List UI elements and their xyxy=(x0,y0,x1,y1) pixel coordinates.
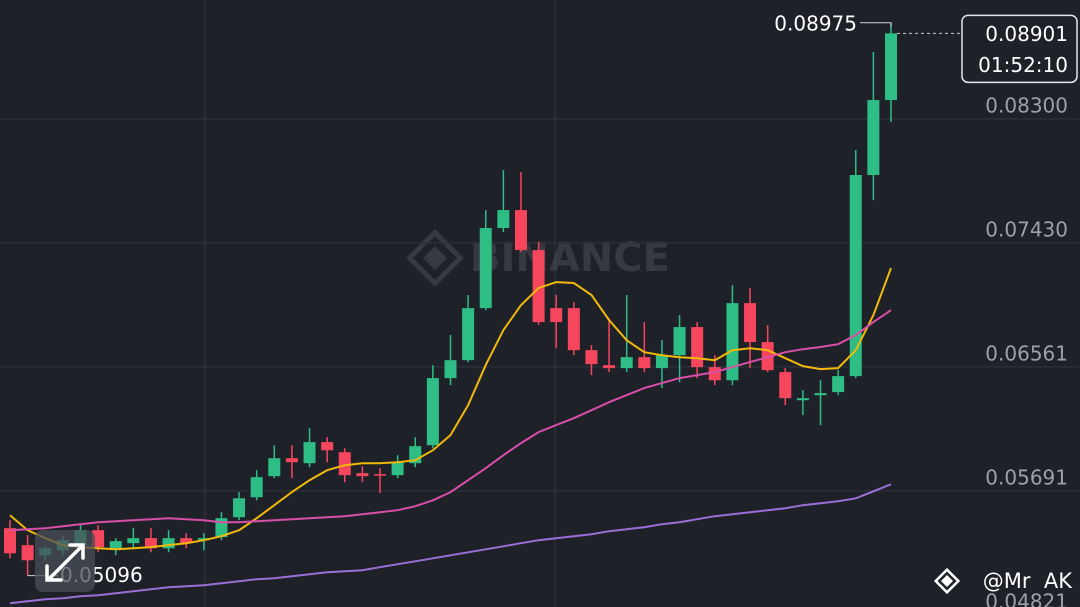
candle-body xyxy=(197,538,210,541)
candle-body xyxy=(603,365,616,369)
candle-body xyxy=(4,528,16,554)
candle-body xyxy=(585,350,598,365)
candle-body xyxy=(532,250,545,323)
candle-body xyxy=(497,210,510,229)
candle-body xyxy=(550,308,563,323)
candle-body xyxy=(885,33,897,101)
candle-body xyxy=(779,372,792,399)
candle-body xyxy=(444,360,457,379)
candle-body xyxy=(832,376,845,393)
countdown: 01:52:10 xyxy=(978,53,1068,77)
candle-body xyxy=(321,442,334,451)
candle-body xyxy=(144,538,157,549)
candle-body xyxy=(250,477,263,498)
candle-body xyxy=(303,442,316,464)
candle-body xyxy=(127,538,140,544)
y-tick-label: 0.07430 xyxy=(985,217,1068,241)
candle-body xyxy=(814,393,827,396)
ma-line xyxy=(9,267,892,551)
candle-body xyxy=(620,357,633,369)
candle-body xyxy=(479,228,492,309)
candle-body xyxy=(726,303,739,381)
ma-line xyxy=(9,309,892,532)
y-tick-label: 0.06561 xyxy=(985,341,1068,365)
candle-body xyxy=(867,100,880,176)
watermark-logo xyxy=(406,229,464,287)
y-tick-label: 0.05691 xyxy=(985,465,1068,489)
high-marker-line xyxy=(860,22,892,27)
price-label: 0.08901 xyxy=(985,22,1068,46)
candle-body xyxy=(109,541,122,549)
candle-body xyxy=(744,303,757,343)
candle-body xyxy=(638,357,651,369)
candle-body xyxy=(180,538,193,544)
candle-body xyxy=(796,398,809,401)
candle-body xyxy=(426,378,439,446)
y-tick-label: 0.08300 xyxy=(985,94,1068,118)
candle-body xyxy=(268,458,281,477)
candle-body xyxy=(92,530,105,548)
candle-body xyxy=(162,538,175,549)
candle-body xyxy=(338,452,351,476)
candle-body xyxy=(391,462,404,476)
watermark-text: BINANCE xyxy=(470,235,670,281)
candle-body xyxy=(691,327,704,368)
candle-body xyxy=(514,210,527,251)
grid xyxy=(0,118,1080,492)
candle-body xyxy=(285,458,298,463)
annotations: 0.08300 0.07430 0.06561 0.05691 0.04821 0.089… xyxy=(27,11,1078,607)
candle-body xyxy=(233,498,246,518)
credit: @Mr AK xyxy=(933,567,1073,595)
candle-body xyxy=(849,175,862,377)
credit-text: @Mr AK xyxy=(983,569,1073,593)
expand-button[interactable] xyxy=(35,530,95,592)
candle-body xyxy=(21,545,34,561)
ma-line xyxy=(9,483,892,605)
price-box xyxy=(961,14,1078,84)
candle-body xyxy=(356,473,369,477)
y-tick-label: 0.04821 xyxy=(985,589,1068,607)
credit-logo xyxy=(933,567,961,595)
candle-body xyxy=(567,308,580,351)
expand-icon xyxy=(45,543,85,582)
candle-body xyxy=(374,474,387,476)
high-label: 0.08975 xyxy=(774,11,857,35)
candle-body xyxy=(462,308,475,361)
candle-body xyxy=(655,355,668,369)
candle-body xyxy=(673,327,686,356)
